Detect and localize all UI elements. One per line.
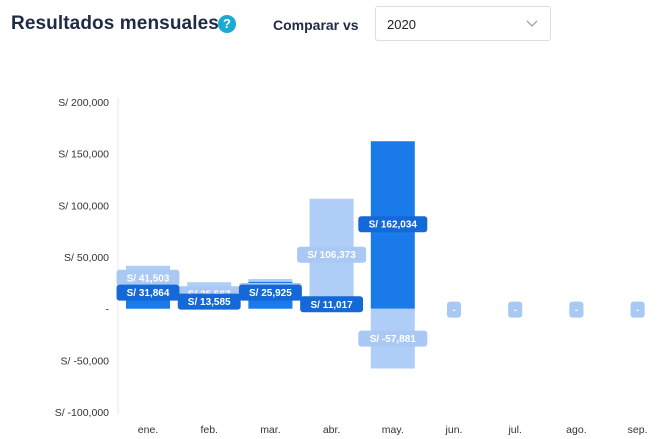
comparison-data-label-bg — [630, 301, 645, 318]
y-tick-label: S/ 200,000 — [58, 97, 109, 109]
current-data-label: S/ 162,034 — [369, 220, 418, 231]
x-tick-label: ene. — [138, 424, 158, 436]
x-tick-label: jun. — [445, 424, 463, 436]
x-tick-label: abr. — [323, 424, 341, 436]
chevron-down-icon — [526, 20, 538, 27]
y-tick-label: S/ -50,000 — [61, 355, 110, 367]
comparison-data-label-bg — [297, 246, 367, 263]
x-tick-label: mar. — [260, 424, 280, 436]
x-tick-label: ago. — [566, 424, 586, 436]
current-data-label-bg — [358, 216, 428, 233]
x-tick-label: jul. — [507, 424, 521, 436]
current-data-label: S/ 25,925 — [249, 288, 292, 299]
comparison-data-label: S/ -57,881 — [370, 334, 417, 345]
comparison-data-label-bg — [569, 301, 584, 318]
compare-label: Comparar vs — [273, 17, 359, 33]
comparison-data-label: - — [636, 305, 639, 316]
y-tick-label: S/ 150,000 — [58, 149, 109, 161]
comparison-data-label: S/ 41,503 — [127, 273, 170, 284]
comparison-data-label: - — [514, 305, 517, 316]
comparison-data-label-bg — [116, 269, 180, 286]
y-tick-label: S/ 50,000 — [64, 252, 109, 264]
comparison-data-label-bg — [508, 301, 523, 318]
current-data-label-bg — [300, 296, 364, 313]
y-tick-label: - — [106, 304, 110, 316]
current-data-label-bg — [177, 293, 241, 310]
comparison-data-label: S/ 106,373 — [307, 250, 356, 261]
compare-year-value: 2020 — [387, 17, 416, 32]
x-tick-label: sep. — [628, 424, 648, 436]
compare-year-select[interactable]: 2020 — [375, 6, 551, 41]
x-tick-label: feb. — [200, 424, 218, 436]
current-data-label-bg — [238, 284, 302, 301]
y-tick-label: S/ 100,000 — [58, 200, 109, 212]
comparison-data-label-bg — [358, 330, 428, 347]
current-data-label: S/ 13,585 — [188, 297, 231, 308]
question-circle-icon[interactable]: ? — [218, 15, 236, 33]
y-tick-label: S/ -100,000 — [55, 407, 109, 419]
comparison-data-label: - — [452, 305, 455, 316]
comparison-data-label-bg — [446, 301, 462, 318]
current-data-label: S/ 11,017 — [310, 300, 353, 311]
current-data-label: S/ 31,864 — [127, 288, 170, 299]
x-tick-label: may. — [382, 424, 404, 436]
comparison-data-label: - — [575, 305, 578, 316]
page-title: Resultados mensuales — [11, 13, 219, 34]
current-data-label-bg — [116, 284, 180, 301]
